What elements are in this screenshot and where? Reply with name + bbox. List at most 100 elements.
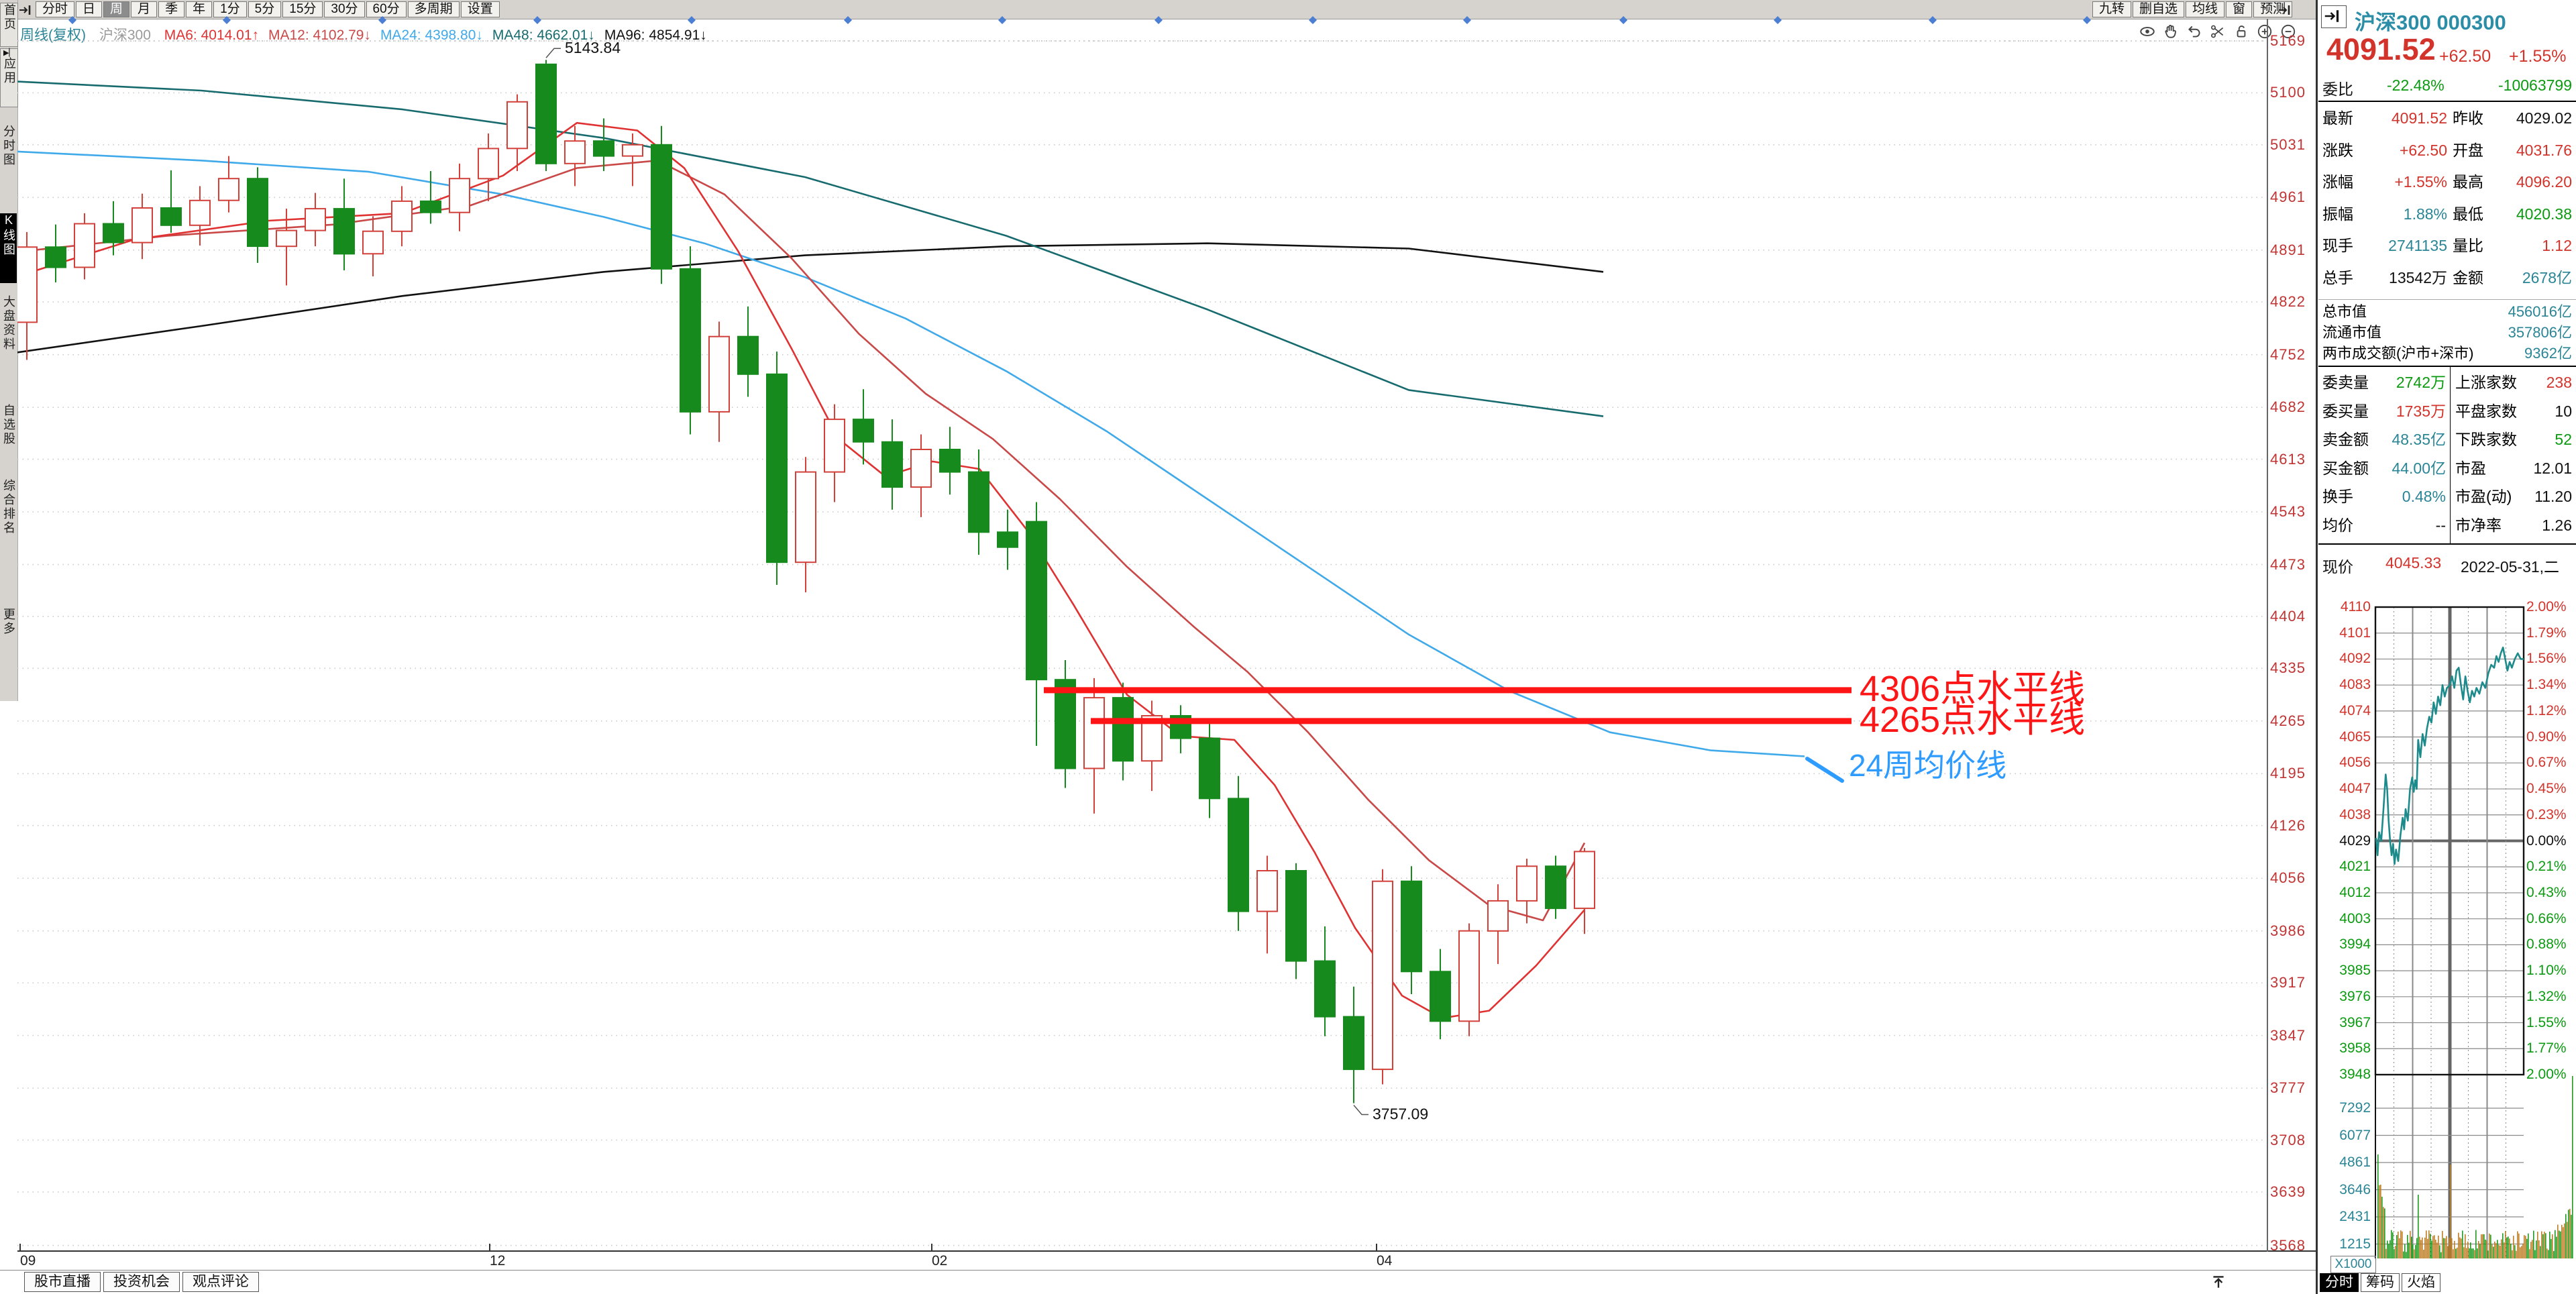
volume-bar bbox=[2414, 1249, 2415, 1258]
candle bbox=[1574, 848, 1595, 934]
mini-price-label: 3994 bbox=[2339, 936, 2371, 953]
hand-icon[interactable] bbox=[2162, 23, 2180, 40]
intraday-mini-chart[interactable] bbox=[2318, 602, 2576, 1269]
collapse-left-icon[interactable] bbox=[17, 2, 35, 19]
volume-bar bbox=[2529, 1249, 2530, 1258]
sidebar-item-自选股[interactable]: 自选股 bbox=[0, 404, 17, 471]
volume-bar bbox=[2502, 1233, 2504, 1258]
volume-bar bbox=[2420, 1240, 2422, 1258]
period-button-月[interactable]: 月 bbox=[131, 1, 158, 17]
panel-tab-分时[interactable]: 分时 bbox=[2320, 1273, 2359, 1292]
candle bbox=[74, 213, 95, 280]
unlock-icon[interactable] bbox=[2233, 23, 2250, 40]
candle bbox=[131, 193, 153, 260]
volume-bar bbox=[2391, 1230, 2392, 1258]
low-marker-label: 3757.09 bbox=[1373, 1105, 1428, 1122]
undo-icon[interactable] bbox=[2186, 23, 2203, 40]
period-button-设置[interactable]: 设置 bbox=[460, 1, 500, 17]
ma96-line bbox=[17, 242, 1604, 354]
candlestick-chart[interactable]: 5143.84 3757.09 bbox=[17, 0, 2316, 1253]
toolbar-button-均线[interactable]: 均线 bbox=[2186, 1, 2225, 17]
period-button-1分[interactable]: 1分 bbox=[213, 1, 247, 17]
volume-bar bbox=[2528, 1233, 2529, 1258]
ma24-annotation-label[interactable]: 24周均价线 bbox=[1849, 748, 2007, 783]
period-button-周[interactable]: 周 bbox=[103, 1, 130, 17]
zoom-in-icon[interactable] bbox=[2256, 23, 2273, 40]
detail-value: 0.48% bbox=[2402, 488, 2446, 505]
toolbar-button-九转[interactable]: 九转 bbox=[2092, 1, 2132, 17]
collapse-panel-icon[interactable] bbox=[2321, 5, 2347, 28]
detail-value: 12.01 bbox=[2533, 459, 2572, 477]
volume-bar bbox=[2533, 1230, 2534, 1258]
mini-price-label: 4065 bbox=[2339, 729, 2371, 745]
sidebar-item-综合排名[interactable]: 综合排名 bbox=[0, 479, 17, 592]
ma24-pointer-line[interactable] bbox=[1805, 757, 1844, 783]
mini-pct-label: 1.34% bbox=[2526, 677, 2567, 693]
period-button-多周期[interactable]: 多周期 bbox=[407, 1, 460, 17]
chart-bottom-border bbox=[17, 1250, 2316, 1252]
panel-tab-火焰[interactable]: 火焰 bbox=[2402, 1273, 2440, 1292]
candle-body bbox=[131, 207, 153, 244]
candle bbox=[362, 216, 384, 277]
volume-bar bbox=[2473, 1248, 2474, 1258]
period-button-30分[interactable]: 30分 bbox=[324, 1, 365, 17]
divider bbox=[2318, 366, 2576, 367]
price-axis-label: 3777 bbox=[2270, 1079, 2306, 1097]
candle bbox=[680, 246, 701, 435]
volume-bar bbox=[2459, 1237, 2461, 1258]
scroll-top-icon[interactable] bbox=[2210, 1273, 2227, 1291]
scissors-icon[interactable] bbox=[2209, 23, 2226, 40]
period-button-15分[interactable]: 15分 bbox=[282, 1, 323, 17]
ma-value: MA12: 4102.79↓ bbox=[268, 28, 371, 43]
candle-body bbox=[1285, 870, 1307, 962]
period-diamond-marker bbox=[1929, 16, 1937, 24]
sidebar-item-K线图[interactable]: K线图 bbox=[0, 213, 17, 283]
candle-body bbox=[1545, 865, 1566, 910]
panel-tab-筹码[interactable]: 筹码 bbox=[2361, 1273, 2400, 1292]
sidebar-item-分时图[interactable]: 分时图 bbox=[0, 125, 17, 200]
volume-bar bbox=[2474, 1250, 2475, 1258]
period-button-日[interactable]: 日 bbox=[76, 1, 103, 17]
volume-bar bbox=[2463, 1247, 2465, 1258]
volume-bar bbox=[2481, 1234, 2482, 1258]
bottom-tab-股市直播[interactable]: 股市直播 bbox=[24, 1272, 101, 1292]
bottom-tab-观点评论[interactable]: 观点评论 bbox=[182, 1272, 259, 1292]
volume-bar bbox=[2557, 1224, 2559, 1258]
volume-bar bbox=[2399, 1238, 2400, 1258]
period-diamond-marker bbox=[378, 16, 386, 24]
support-line-4306-label[interactable]: 4306点水平线 bbox=[1860, 669, 2086, 709]
eye-icon[interactable] bbox=[2139, 23, 2156, 40]
sidebar-item-更多[interactable]: 更多 bbox=[0, 608, 17, 668]
support-line-4265-label[interactable]: 4265点水平线 bbox=[1860, 700, 2086, 740]
sidebar-item-应用[interactable]: ▶▏ 应用 bbox=[0, 48, 18, 107]
period-button-分时[interactable]: 分时 bbox=[36, 1, 75, 17]
detail-value: 11.20 bbox=[2534, 488, 2572, 505]
quote-label: 金额 bbox=[2453, 268, 2483, 286]
symbol-title[interactable]: 沪深300 000300 bbox=[2355, 11, 2506, 34]
period-button-季[interactable]: 季 bbox=[158, 1, 185, 17]
mini-price-label: 4074 bbox=[2339, 702, 2371, 718]
sidebar-item-首页[interactable]: 首页 bbox=[0, 3, 18, 47]
sidebar-item-大盘资料[interactable]: 大盘资料 bbox=[0, 295, 17, 396]
zoom-out-icon[interactable] bbox=[2279, 23, 2297, 40]
volume-bar bbox=[2462, 1230, 2463, 1258]
volume-bar bbox=[2534, 1250, 2536, 1258]
period-button-年[interactable]: 年 bbox=[186, 1, 213, 17]
bottom-tab-投资机会[interactable]: 投资机会 bbox=[103, 1272, 180, 1292]
mini-pct-label: 1.10% bbox=[2526, 963, 2567, 979]
volume-bar bbox=[2479, 1244, 2481, 1258]
volume-bar bbox=[2569, 1209, 2571, 1258]
price-axis-label: 4404 bbox=[2270, 607, 2306, 625]
ma-value: MA96: 4854.91↓ bbox=[604, 28, 707, 43]
mini-price-label: 3958 bbox=[2339, 1040, 2371, 1057]
mini-pct-label: 1.79% bbox=[2526, 625, 2567, 641]
toolbar-button-窗[interactable]: 窗 bbox=[2226, 1, 2253, 17]
period-button-60分[interactable]: 60分 bbox=[366, 1, 407, 17]
collapse-chart-icon[interactable] bbox=[2277, 2, 2294, 19]
play-bar-icon: ▶▏ bbox=[3, 49, 15, 57]
toolbar-button-删自选[interactable]: 删自选 bbox=[2133, 1, 2185, 17]
mini-volume-label: 3646 bbox=[2339, 1181, 2371, 1197]
volume-bar bbox=[2383, 1207, 2384, 1258]
volume-bar bbox=[2447, 1246, 2449, 1258]
period-button-5分[interactable]: 5分 bbox=[248, 1, 282, 17]
